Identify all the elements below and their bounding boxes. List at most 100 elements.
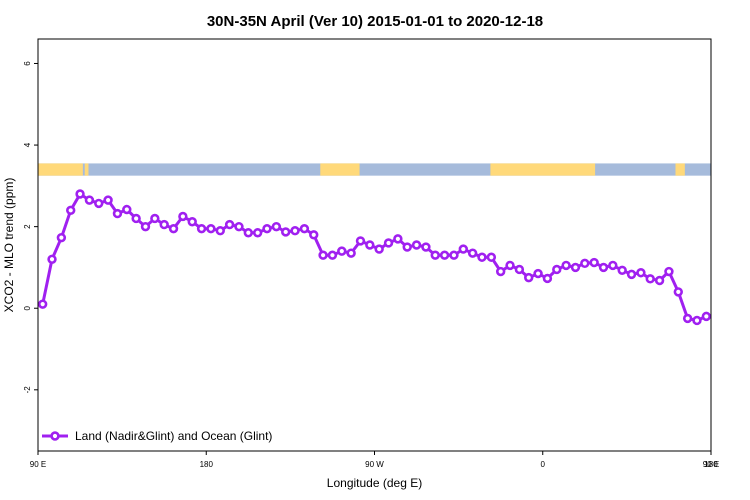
data-point <box>393 234 403 244</box>
data-point <box>383 238 394 248</box>
y-tick-label: 2 <box>23 224 32 229</box>
data-point <box>430 250 440 260</box>
data-point <box>355 236 366 246</box>
data-point <box>318 250 328 260</box>
data-point <box>187 217 197 227</box>
data-point <box>346 248 356 258</box>
data-point <box>589 257 599 268</box>
data-point <box>533 268 543 279</box>
data-point <box>486 252 497 262</box>
data-point <box>224 219 235 230</box>
data-point <box>131 213 141 224</box>
chart-title: 30N-35N April (Ver 10) 2015-01-01 to 202… <box>207 13 543 30</box>
data-point <box>673 287 683 297</box>
data-point <box>262 223 272 234</box>
data-point <box>47 254 57 264</box>
data-point <box>505 260 515 271</box>
land-ocean-band <box>38 163 711 176</box>
data-point <box>645 274 655 284</box>
data-point <box>140 221 151 232</box>
y-tick-label: 4 <box>23 142 32 147</box>
data-point <box>682 313 693 324</box>
data-point <box>103 195 113 205</box>
x-axis-label: Longitude (deg E) <box>327 476 422 490</box>
y-axis-label: XCO2 - MLO trend (ppm) <box>2 178 16 313</box>
data-point <box>327 250 338 260</box>
data-point <box>56 232 67 243</box>
data-point <box>561 260 571 271</box>
x-tick-label: 0 <box>541 460 546 469</box>
ocean-band <box>38 163 711 176</box>
data-point <box>664 266 674 277</box>
data-point <box>234 221 244 232</box>
x-tick-label: 90 E <box>703 460 719 469</box>
data-point <box>37 299 48 309</box>
data-point <box>252 228 263 238</box>
data-point <box>552 264 562 275</box>
y-tick-label: 0 <box>23 305 32 310</box>
x-tick-label: 180 <box>200 460 214 469</box>
data-point <box>374 244 384 254</box>
data-point <box>281 227 291 237</box>
y-tick-label: -2 <box>23 386 32 394</box>
data-point <box>84 195 95 205</box>
data-point <box>75 189 85 199</box>
x-tick-label: 90 E <box>30 460 46 469</box>
legend-marker <box>50 431 60 441</box>
land-segment <box>675 163 685 176</box>
data-point <box>112 208 123 219</box>
data-point <box>524 272 534 283</box>
data-point <box>701 311 712 322</box>
data-point <box>421 242 431 252</box>
data-point <box>608 260 618 271</box>
data-point <box>402 242 412 252</box>
data-point <box>514 264 525 275</box>
data-point <box>580 258 590 269</box>
legend-label: Land (Nadir&Glint) and Ocean (Glint) <box>75 429 272 443</box>
y-axis: -2 0 2 4 6 <box>23 61 38 394</box>
data-point <box>654 275 665 286</box>
data-point <box>299 223 310 234</box>
data-point <box>692 315 702 326</box>
data-point <box>449 250 459 260</box>
data-point <box>196 223 207 234</box>
land-segment <box>38 163 83 176</box>
data-point <box>636 268 646 278</box>
land-segment <box>490 163 596 176</box>
series-layer <box>37 189 712 326</box>
data-point <box>365 240 375 250</box>
data-point <box>467 248 478 258</box>
data-point <box>94 198 104 209</box>
data-point <box>570 262 581 273</box>
data-point <box>168 223 179 234</box>
data-point <box>271 221 282 232</box>
legend: Land (Nadir&Glint) and Ocean (Glint) <box>42 429 272 443</box>
data-point <box>458 244 468 254</box>
data-point <box>477 252 487 262</box>
data-point <box>215 226 225 236</box>
y-tick-label: 6 <box>23 61 32 66</box>
data-point <box>411 240 422 250</box>
data-point <box>626 269 637 280</box>
data-point <box>122 204 132 215</box>
series-line <box>41 192 707 322</box>
land-segment <box>320 163 360 176</box>
data-point <box>439 250 450 260</box>
data-point <box>243 228 254 238</box>
x-tick-label: 180 <box>704 460 718 469</box>
data-point <box>598 262 609 273</box>
land-segment <box>84 163 89 176</box>
data-point <box>159 219 169 230</box>
data-point <box>617 265 627 275</box>
x-tick-label: 90 W <box>365 460 384 469</box>
data-point <box>337 246 347 256</box>
data-point <box>150 213 160 224</box>
data-point <box>178 211 188 222</box>
data-point <box>290 226 300 236</box>
data-point <box>66 205 76 216</box>
data-point <box>309 230 319 240</box>
data-point <box>495 266 506 277</box>
data-point <box>542 273 553 284</box>
